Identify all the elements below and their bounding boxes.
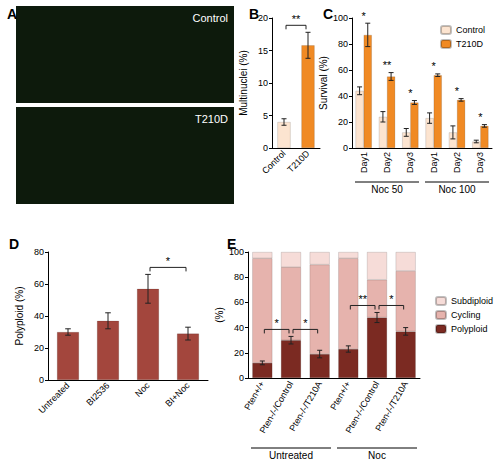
svg-text:BI+Noc: BI+Noc <box>163 380 191 408</box>
svg-text:Day3: Day3 <box>405 152 415 173</box>
svg-text:20: 20 <box>338 117 348 127</box>
svg-text:*: * <box>166 255 171 267</box>
svg-text:Noc: Noc <box>368 450 386 461</box>
svg-text:D: D <box>9 236 19 252</box>
svg-text:Noc: Noc <box>133 380 152 399</box>
svg-text:60: 60 <box>34 279 44 289</box>
svg-text:Pten-/-/T210A: Pten-/-/T210A <box>287 379 324 432</box>
svg-text:20: 20 <box>34 343 44 353</box>
svg-text:Pten+/+: Pten+/+ <box>242 379 266 411</box>
svg-text:40: 40 <box>234 323 244 333</box>
svg-text:Day1: Day1 <box>429 152 439 173</box>
svg-text:T210D: T210D <box>456 39 484 49</box>
svg-text:Subdiploid: Subdiploid <box>451 296 493 306</box>
svg-text:5: 5 <box>263 111 268 121</box>
svg-text:Day2: Day2 <box>452 152 462 173</box>
svg-text:Survival (%): Survival (%) <box>318 56 329 110</box>
svg-text:15: 15 <box>258 46 268 56</box>
svg-text:Control: Control <box>193 12 228 24</box>
svg-text:Noc 50: Noc 50 <box>371 184 403 195</box>
svg-text:Day2: Day2 <box>382 152 392 173</box>
svg-text:80: 80 <box>234 272 244 282</box>
svg-text:Pten-/-/T210A: Pten-/-/T210A <box>373 379 410 432</box>
svg-text:*: * <box>478 111 483 123</box>
svg-text:Polyploid (%): Polyploid (%) <box>14 287 25 346</box>
svg-text:80: 80 <box>338 39 348 49</box>
svg-text:Untreated: Untreated <box>269 450 313 461</box>
svg-text:*: * <box>362 10 367 22</box>
svg-text:*: * <box>275 317 280 329</box>
svg-text:20: 20 <box>234 348 244 358</box>
svg-text:E: E <box>227 236 236 252</box>
svg-text:Cycling: Cycling <box>451 310 481 320</box>
svg-text:40: 40 <box>34 311 44 321</box>
svg-text:Pten+/+: Pten+/+ <box>328 379 352 411</box>
svg-text:0: 0 <box>39 375 44 385</box>
svg-text:Pten-/-/Control: Pten-/-/Control <box>343 379 382 436</box>
svg-text:Polyploid: Polyploid <box>451 324 488 334</box>
svg-text:100: 100 <box>333 13 348 23</box>
svg-text:**: ** <box>358 293 367 305</box>
svg-text:*: * <box>455 85 460 97</box>
svg-text:Day1: Day1 <box>359 152 369 173</box>
svg-text:Untreated: Untreated <box>37 380 72 415</box>
svg-text:*: * <box>408 87 413 99</box>
svg-text:80: 80 <box>34 247 44 257</box>
svg-text:Control: Control <box>456 25 485 35</box>
svg-text:20: 20 <box>258 13 268 23</box>
svg-text:T210D: T210D <box>195 113 228 125</box>
svg-text:BI2536: BI2536 <box>84 380 111 407</box>
svg-text:100: 100 <box>229 247 244 257</box>
svg-text:*: * <box>303 317 308 329</box>
svg-text:Multinuclei (%): Multinuclei (%) <box>238 50 249 116</box>
svg-text:Day3: Day3 <box>475 152 485 173</box>
svg-text:*: * <box>432 60 437 72</box>
svg-text:Pten-/-/Control: Pten-/-/Control <box>257 379 296 436</box>
svg-text:A: A <box>7 6 17 22</box>
svg-text:Noc 100: Noc 100 <box>438 184 476 195</box>
svg-text:**: ** <box>292 13 301 25</box>
svg-text:0: 0 <box>239 373 244 383</box>
svg-text:C: C <box>323 6 333 22</box>
svg-text:Control: Control <box>260 148 288 176</box>
svg-text:60: 60 <box>234 297 244 307</box>
svg-text:(%): (%) <box>214 307 225 323</box>
svg-text:T210D: T210D <box>285 148 312 175</box>
svg-text:B: B <box>249 6 259 22</box>
svg-text:**: ** <box>383 59 392 71</box>
svg-text:40: 40 <box>338 91 348 101</box>
svg-text:0: 0 <box>343 143 348 153</box>
svg-text:60: 60 <box>338 65 348 75</box>
svg-text:0: 0 <box>263 143 268 153</box>
svg-text:10: 10 <box>258 78 268 88</box>
svg-text:*: * <box>389 293 394 305</box>
